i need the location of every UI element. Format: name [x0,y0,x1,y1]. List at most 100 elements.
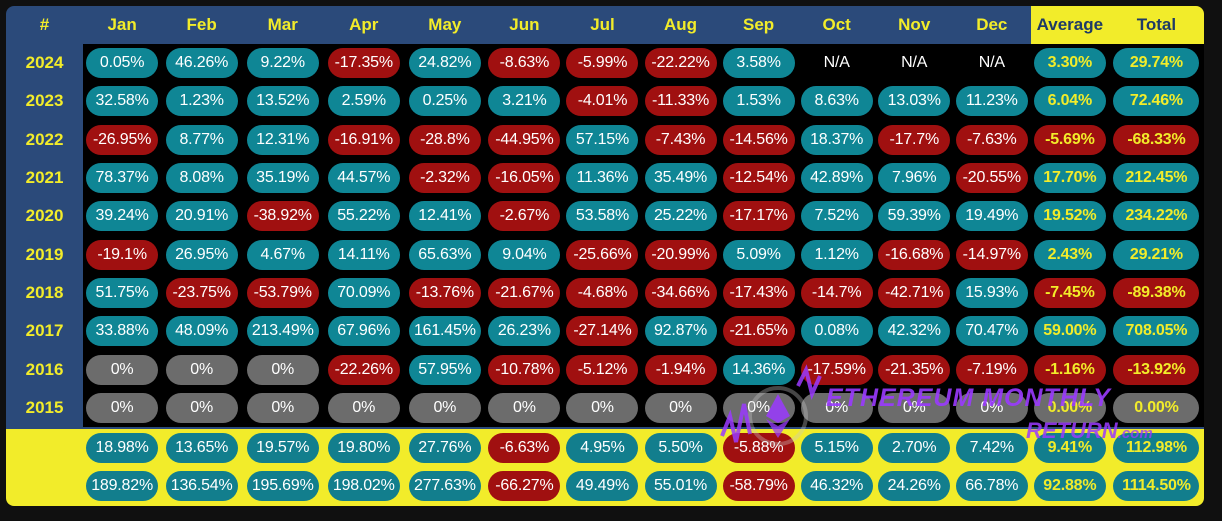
return-value: -20.55% [955,163,1028,194]
return-value: 0% [566,392,639,423]
return-value: 13.03% [878,86,951,117]
row-label: 2021 [6,158,84,198]
return-value: -4.68% [566,277,639,308]
table-cell: 70.47% [953,312,1031,350]
table-cell: 0% [642,389,720,428]
table-cell: 66.78% [952,467,1031,506]
return-value: 12.41% [408,201,481,232]
table-cell: -7.45% [1031,274,1109,312]
table-cell: -16.68% [876,235,953,273]
return-value: 0% [327,392,400,423]
table-cell: 0.25% [404,82,485,120]
table-cell: 7.96% [876,159,953,197]
table-cell: -68.33% [1109,121,1204,159]
table-cell: 29.21% [1109,235,1204,273]
return-value: 9.04% [488,239,561,270]
table-cell: -17.35% [323,44,404,82]
table-cell: -2.67% [485,197,563,235]
return-value: -11.33% [644,86,717,117]
return-value: 24.26% [878,471,951,502]
table-cell: 0% [953,389,1031,428]
return-value: -34.66% [644,277,717,308]
return-value: -21.67% [488,277,561,308]
table-cell: 0.08% [798,312,876,350]
return-value: 0% [86,354,159,385]
return-value: -6.63% [488,433,561,464]
table-cell: 78.37% [83,159,161,197]
return-value: -21.35% [878,354,951,385]
table-cell: 7.52% [798,197,876,235]
return-value: 0% [246,354,319,385]
return-value: 0% [644,392,717,423]
return-value: 4.67% [246,239,319,270]
return-value: 57.15% [566,124,639,155]
table-cell: 27.76% [404,426,486,468]
return-value: 29.74% [1113,48,1200,79]
return-value: 1114.50% [1113,471,1200,502]
table-cell: -17.7% [876,121,953,159]
return-value: 15.93% [955,277,1028,308]
table-cell: N/A [876,44,953,82]
return-value: -5.12% [566,354,639,385]
table-cell: 53.58% [563,197,641,235]
returns-table-panel: # Jan Feb Mar Apr May Jun Jul Aug Sep Oct Nov Dec Av… [6,6,1204,506]
table-cell: 8.08% [161,159,242,197]
return-value: -8.63% [488,48,561,79]
table-cell: 70.09% [323,274,404,312]
table-cell: 19.80% [323,426,405,468]
return-value: 0.00% [1033,392,1106,423]
year-row-2017: 2017 33.88% 48.09% 213.49% 67.96% 161.45% 26.2… [6,312,1204,351]
table-cell: 13.52% [242,82,323,120]
table-cell: 212.45% [1109,159,1204,197]
column-header-apr: Apr [323,6,405,44]
return-value: 78.37% [86,163,159,194]
return-value: 9.41% [1033,433,1106,464]
table-cell: -5.69% [1031,121,1109,159]
table-cell: 92.88% [1030,467,1109,506]
table-cell: 49.49% [563,467,642,506]
table-cell: 35.19% [242,159,323,197]
return-value: 0% [165,354,238,385]
table-cell: 189.82% [83,467,162,506]
table-cell: 5.15% [797,426,876,468]
year-row-2024: 2024 0.05% 46.26% 9.22% -17.35% 24.82% -8.63% -… [6,44,1204,83]
table-cell: 72.46% [1109,82,1204,120]
return-value: 5.50% [644,433,717,464]
summary-row-average: Average 18.98% 13.65% 19.57% 19.80% 27.76% -6.… [6,426,1204,468]
table-cell: 0% [83,350,161,388]
table-cell: -17.43% [720,274,798,312]
table-cell: 48.09% [161,312,242,350]
return-value: 0.08% [800,316,873,347]
return-value: 25.22% [644,201,717,232]
return-value: 3.58% [722,48,795,79]
return-value: 2.70% [878,433,951,464]
return-value: 33.88% [86,316,159,347]
return-value: -14.56% [722,124,795,155]
return-value: 1.12% [800,239,873,270]
return-value: -66.27% [488,471,561,502]
return-value: 0.25% [408,86,481,117]
table-body: 2024 0.05% 46.26% 9.22% -17.35% 24.82% -8.63% -… [6,44,1204,506]
table-cell: -16.91% [323,121,404,159]
table-cell: 18.98% [83,426,162,468]
return-value: 234.22% [1113,201,1200,232]
return-value: 32.58% [86,86,159,117]
return-value: 0.00% [1113,392,1200,423]
table-cell: 19.49% [953,197,1031,235]
return-value: 39.24% [86,201,159,232]
return-value: 19.52% [1033,201,1106,232]
return-value: 2.59% [327,86,400,117]
table-cell: -5.99% [563,44,641,82]
table-cell: 35.49% [642,159,720,197]
return-value: 19.57% [246,433,319,464]
table-cell: 9.41% [1030,426,1109,468]
table-cell: -27.14% [563,312,641,350]
return-value: N/A [901,54,928,72]
return-value: 212.45% [1113,163,1200,194]
year-row-2018: 2018 51.75% -23.75% -53.79% 70.09% -13.76% -21… [6,273,1204,313]
table-cell: 0% [798,389,876,428]
table-cell: -25.66% [563,235,641,273]
return-value: 18.98% [86,433,159,464]
return-value: 112.98% [1113,433,1200,464]
return-value: 26.23% [488,316,561,347]
